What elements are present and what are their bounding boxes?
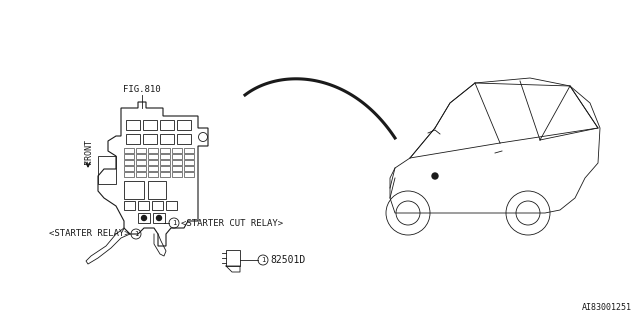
Text: 1: 1 — [172, 220, 176, 226]
Text: 1: 1 — [134, 231, 138, 237]
Text: FIG.810: FIG.810 — [123, 85, 161, 94]
Bar — [160, 148, 170, 153]
Bar — [177, 120, 191, 130]
Bar — [124, 201, 135, 210]
Bar — [172, 160, 182, 165]
Bar — [160, 154, 170, 159]
Bar — [160, 134, 174, 144]
Bar — [166, 201, 177, 210]
Bar — [138, 201, 149, 210]
Bar — [148, 160, 158, 165]
Text: <STARTER CUT RELAY>: <STARTER CUT RELAY> — [181, 219, 283, 228]
Text: 82501D: 82501D — [270, 255, 305, 265]
Bar — [184, 166, 194, 171]
Bar — [124, 160, 134, 165]
Bar — [143, 120, 157, 130]
Bar — [136, 160, 146, 165]
Bar — [126, 134, 140, 144]
Bar — [184, 172, 194, 177]
Bar — [226, 250, 240, 266]
Text: FRONT: FRONT — [83, 139, 93, 164]
Bar — [138, 213, 150, 223]
Bar — [136, 148, 146, 153]
Text: 1: 1 — [261, 257, 265, 263]
Circle shape — [157, 215, 161, 220]
Bar — [152, 201, 163, 210]
Bar — [160, 120, 174, 130]
Bar — [148, 154, 158, 159]
Bar — [124, 181, 144, 199]
Bar — [172, 148, 182, 153]
Bar — [160, 160, 170, 165]
Bar — [148, 166, 158, 171]
Bar — [148, 148, 158, 153]
Bar — [184, 160, 194, 165]
Bar — [172, 172, 182, 177]
Bar — [124, 148, 134, 153]
Bar — [160, 172, 170, 177]
Bar — [177, 134, 191, 144]
Bar — [124, 154, 134, 159]
Bar — [172, 166, 182, 171]
Circle shape — [141, 215, 147, 220]
Text: AI83001251: AI83001251 — [582, 303, 632, 312]
Bar — [124, 166, 134, 171]
Bar — [184, 148, 194, 153]
Bar — [148, 172, 158, 177]
Bar — [160, 166, 170, 171]
Bar — [98, 156, 116, 184]
Bar — [184, 154, 194, 159]
Bar — [153, 213, 165, 223]
Bar — [136, 154, 146, 159]
Bar — [148, 181, 166, 199]
Bar — [172, 154, 182, 159]
Bar — [136, 172, 146, 177]
Bar — [124, 172, 134, 177]
Circle shape — [432, 173, 438, 179]
Bar — [136, 166, 146, 171]
Text: <STARTER RELAY>: <STARTER RELAY> — [49, 229, 130, 238]
Bar — [143, 134, 157, 144]
Bar — [126, 120, 140, 130]
